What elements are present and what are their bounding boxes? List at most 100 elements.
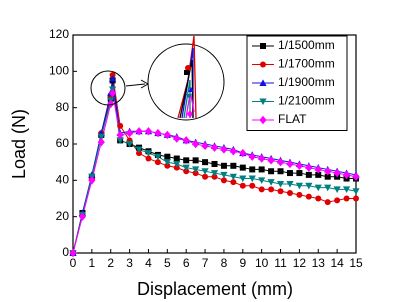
marker bbox=[315, 195, 322, 202]
marker bbox=[239, 148, 247, 158]
marker bbox=[276, 157, 285, 167]
marker bbox=[314, 184, 322, 192]
marker bbox=[88, 176, 96, 185]
marker bbox=[342, 186, 351, 194]
marker bbox=[135, 127, 143, 136]
marker bbox=[220, 171, 228, 179]
marker bbox=[276, 180, 285, 188]
marker bbox=[144, 127, 153, 136]
marker bbox=[109, 75, 117, 82]
x-tick-label: 4 bbox=[145, 256, 152, 270]
marker bbox=[342, 170, 351, 180]
marker bbox=[164, 153, 171, 160]
legend-marker bbox=[259, 98, 267, 106]
x-tick-label: 11 bbox=[274, 256, 287, 270]
marker bbox=[333, 168, 341, 178]
marker bbox=[163, 159, 171, 166]
y-axis-title: Load (N) bbox=[9, 109, 29, 179]
marker bbox=[258, 177, 266, 184]
marker bbox=[286, 170, 293, 177]
y-tick-label: 60 bbox=[56, 136, 70, 150]
marker bbox=[201, 168, 209, 175]
zoom-arrow bbox=[125, 83, 146, 87]
x-axis-title: Displacement (mm) bbox=[137, 279, 293, 299]
marker bbox=[352, 172, 360, 181]
x-tick-label: 6 bbox=[183, 256, 190, 270]
marker bbox=[230, 162, 237, 169]
marker bbox=[192, 139, 200, 149]
x-tick-label: 2 bbox=[107, 256, 114, 270]
legend-label: 1/2100mm bbox=[278, 94, 335, 108]
y-tick-label: 100 bbox=[49, 64, 69, 78]
marker bbox=[295, 182, 303, 190]
marker bbox=[145, 155, 152, 162]
legend-label: 1/1500mm bbox=[278, 38, 335, 52]
y-tick-label: 0 bbox=[62, 245, 69, 259]
marker bbox=[286, 190, 293, 197]
y-tick-label: 40 bbox=[56, 173, 70, 187]
marker bbox=[135, 146, 143, 154]
marker bbox=[144, 150, 153, 157]
marker bbox=[230, 179, 237, 186]
marker bbox=[173, 164, 180, 171]
marker bbox=[78, 212, 87, 221]
marker bbox=[315, 171, 322, 178]
x-tick-label: 7 bbox=[202, 256, 209, 270]
marker bbox=[116, 137, 124, 144]
marker bbox=[220, 145, 228, 154]
marker bbox=[286, 180, 294, 188]
marker bbox=[249, 182, 256, 189]
marker bbox=[258, 154, 266, 163]
marker bbox=[220, 162, 227, 169]
marker bbox=[305, 163, 313, 172]
marker bbox=[229, 173, 237, 181]
marker bbox=[211, 160, 218, 167]
marker bbox=[182, 136, 190, 145]
marker bbox=[324, 167, 332, 176]
legend-marker bbox=[259, 79, 267, 86]
marker bbox=[97, 133, 105, 141]
y-tick-label: 80 bbox=[56, 100, 70, 114]
marker bbox=[248, 175, 256, 183]
marker bbox=[201, 141, 209, 151]
marker bbox=[107, 99, 115, 109]
marker bbox=[202, 173, 209, 180]
marker bbox=[192, 157, 199, 164]
marker bbox=[353, 195, 359, 202]
marker bbox=[343, 195, 350, 202]
x-tick-label: 1 bbox=[89, 256, 96, 270]
marker bbox=[229, 147, 237, 156]
y-tick-label: 20 bbox=[56, 209, 70, 223]
marker bbox=[173, 134, 181, 143]
marker bbox=[268, 168, 275, 175]
marker bbox=[248, 152, 256, 161]
marker bbox=[286, 159, 294, 169]
x-tick-label: 10 bbox=[255, 256, 269, 270]
marker bbox=[109, 71, 116, 78]
marker bbox=[97, 137, 105, 147]
marker bbox=[295, 161, 303, 170]
marker bbox=[352, 188, 360, 195]
marker bbox=[314, 165, 322, 174]
marker bbox=[296, 170, 303, 177]
legend-marker bbox=[260, 43, 266, 49]
marker bbox=[154, 153, 162, 161]
marker bbox=[192, 166, 200, 174]
marker bbox=[239, 182, 246, 189]
marker bbox=[305, 193, 312, 200]
x-tick-label: 8 bbox=[221, 256, 228, 270]
x-tick-label: 0 bbox=[70, 256, 77, 270]
x-tick-label: 9 bbox=[239, 256, 246, 270]
marker bbox=[333, 186, 341, 194]
marker bbox=[324, 173, 331, 180]
x-tick-label: 15 bbox=[349, 256, 363, 270]
marker bbox=[334, 197, 341, 204]
x-tick-label: 13 bbox=[312, 256, 326, 270]
legend-label: 1/1900mm bbox=[278, 75, 335, 89]
marker bbox=[154, 159, 161, 166]
zoom-marker bbox=[187, 110, 193, 118]
legend-marker bbox=[260, 61, 266, 68]
zoom-marker bbox=[185, 65, 191, 71]
